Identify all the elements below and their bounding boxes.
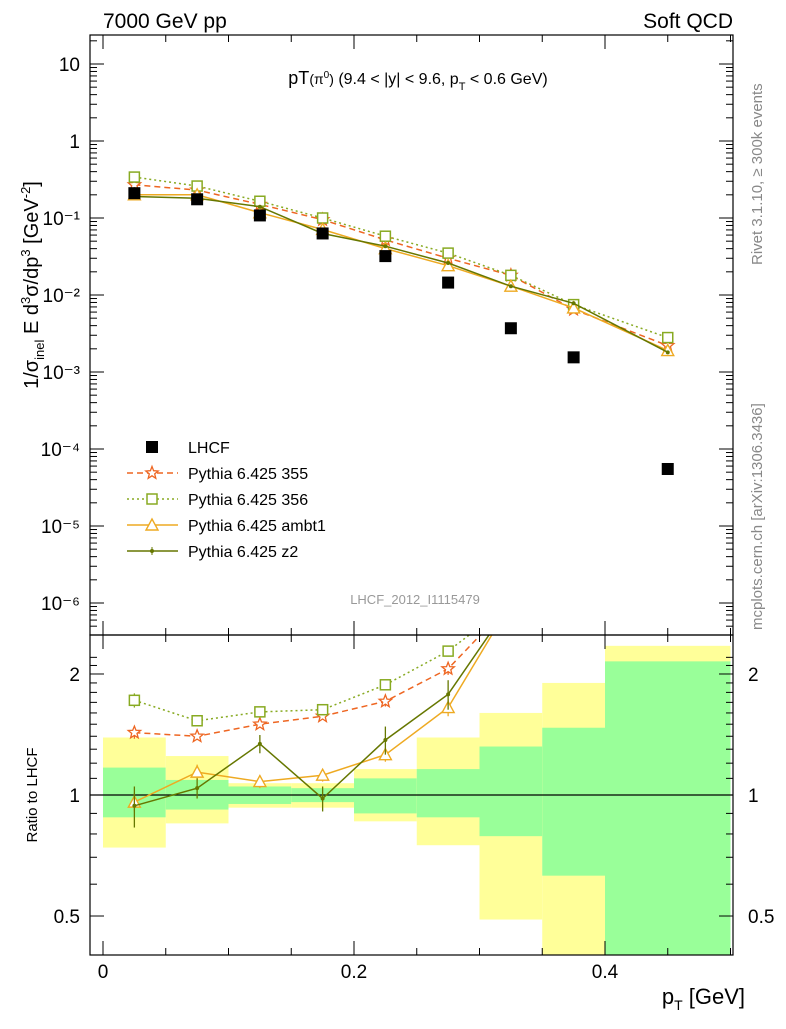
data-point-5 — [442, 276, 455, 289]
legend-marker-3 — [144, 517, 160, 531]
legend-marker-4 — [150, 549, 154, 553]
ratio-marker-1-4 — [379, 679, 392, 691]
ratio-marker-1-5 — [442, 645, 454, 657]
ratio-tick-label-right: 0.5 — [748, 907, 774, 928]
ratio-marker-1-2 — [254, 706, 266, 718]
y-tick-label: 10⁻⁵ — [41, 517, 80, 538]
y-tick-label: 10⁻² — [43, 286, 81, 307]
y-tick-label: 10⁻⁴ — [41, 440, 80, 461]
ratio-tick-label: 0.5 — [54, 907, 80, 928]
series-marker-1-8 — [662, 331, 674, 344]
ratio-series — [126, 635, 493, 828]
y-tick-label: 1 — [69, 132, 80, 153]
ratio-marker-2-2 — [252, 774, 268, 788]
data-point-0 — [128, 187, 141, 200]
x-tick-label: 0.4 — [592, 962, 619, 983]
series-line-3 — [134, 195, 669, 353]
series-marker-2-5 — [440, 258, 456, 272]
legend-label-4: Pythia 6.425 z2 — [188, 544, 298, 561]
main-series — [126, 171, 676, 357]
ratio-marker-2-1 — [189, 764, 205, 778]
data-point-7 — [567, 351, 580, 364]
y-tick-label: 10⁻³ — [43, 363, 81, 384]
ratio-marker-0-5 — [440, 660, 457, 676]
watermark: LHCF_2012_I1115479 — [350, 592, 480, 607]
series-marker-1-4 — [379, 230, 392, 242]
series-line-2 — [134, 194, 669, 352]
ratio-marker-3-1 — [195, 786, 200, 791]
y-axis-label: 1/σinel E d3σ/dp3 [GeV-2] — [18, 181, 47, 389]
ratio-marker-3-5 — [446, 692, 451, 697]
x-tick-label: 0.2 — [341, 962, 367, 983]
ratio-marker-1-0 — [128, 694, 141, 707]
ratio-marker-1-1 — [191, 715, 203, 727]
side-label-top: Rivet 3.1.10, ≥ 300k events — [749, 83, 766, 265]
series-marker-1-0 — [128, 171, 141, 183]
ratio-marker-1-3 — [316, 703, 329, 716]
x-tick-label: 0 — [98, 962, 109, 983]
main-frame — [89, 34, 734, 636]
band-stat-4 — [354, 778, 417, 814]
y-tick-label: 10⁻¹ — [43, 209, 81, 230]
ratio-marker-0-4 — [377, 692, 394, 709]
series-marker-3-5 — [446, 261, 451, 266]
ratio-marker-0-1 — [189, 728, 206, 743]
ratio-marker-3-4 — [383, 738, 388, 743]
data-point-6 — [504, 322, 517, 335]
data-point-1 — [191, 193, 204, 206]
ratio-tick-label-right: 2 — [748, 665, 759, 686]
ratio-bands — [90, 645, 733, 955]
legend-label-0: LHCF — [188, 440, 230, 457]
legend-marker-2 — [146, 493, 158, 505]
ratio-marker-0-2 — [252, 715, 268, 731]
series-marker-3-4 — [383, 244, 388, 249]
axes-ticks: 0 0.2 0.4 10⁻⁶ 10⁻⁵ 10⁻⁴ 10⁻³ 10⁻² 10⁻¹ 1 10 0.5 0.5… — [41, 35, 774, 983]
ratio-marker-3-0 — [132, 803, 137, 808]
band-stat-7 — [542, 727, 605, 876]
series-line-0 — [134, 184, 669, 347]
y-tick-label: 10⁻⁶ — [41, 594, 80, 615]
series-marker-1-5 — [442, 247, 454, 259]
band-stat-6 — [479, 746, 543, 837]
legend-marker-0 — [146, 441, 158, 453]
ratio-tick-label: 2 — [69, 665, 80, 686]
ratio-tick-label-right: 1 — [748, 786, 759, 807]
data-point-8 — [661, 462, 674, 475]
data-point-2 — [253, 209, 266, 222]
ratio-y-axis-label: Ratio to LHCF — [24, 747, 41, 842]
series-marker-3-8 — [665, 350, 670, 355]
band-stat-8 — [605, 661, 731, 955]
series-marker-3-6 — [508, 284, 513, 289]
series-line-1 — [134, 176, 669, 339]
y-tick-label: 10 — [59, 55, 80, 76]
data-point-4 — [379, 250, 392, 263]
header-right: Soft QCD — [643, 10, 733, 33]
data-points — [128, 187, 674, 475]
legend-label-3: Pythia 6.425 ambt1 — [188, 518, 326, 535]
series-marker-3-2 — [257, 204, 262, 209]
header-left: 7000 GeV pp — [103, 10, 227, 33]
series-marker-3-7 — [571, 301, 576, 306]
ratio-marker-2-3 — [315, 767, 330, 781]
x-axis-label: pT [GeV] — [662, 984, 745, 1013]
legend: LHCF Pythia 6.425 355 Pythia 6.425 356 Pyth… — [127, 440, 326, 561]
ratio-marker-3-3 — [320, 796, 325, 801]
chart-title: pT(π0) (9.4 < |y| < 9.6, pT < 0.6 GeV) — [288, 68, 547, 93]
band-stat-5 — [416, 769, 480, 818]
ratio-tick-label: 1 — [69, 786, 80, 807]
series-marker-2-7 — [566, 300, 581, 314]
legend-label-1: Pythia 6.425 355 — [188, 466, 308, 483]
ratio-marker-0-0 — [126, 724, 143, 740]
side-label-bottom: mcplots.cern.ch [arXiv:1306.3436] — [749, 403, 766, 630]
series-marker-1-3 — [316, 212, 329, 224]
ratio-marker-3-2 — [257, 741, 262, 746]
legend-marker-1 — [144, 464, 160, 480]
legend-label-2: Pythia 6.425 356 — [188, 492, 308, 509]
data-point-3 — [316, 227, 329, 240]
